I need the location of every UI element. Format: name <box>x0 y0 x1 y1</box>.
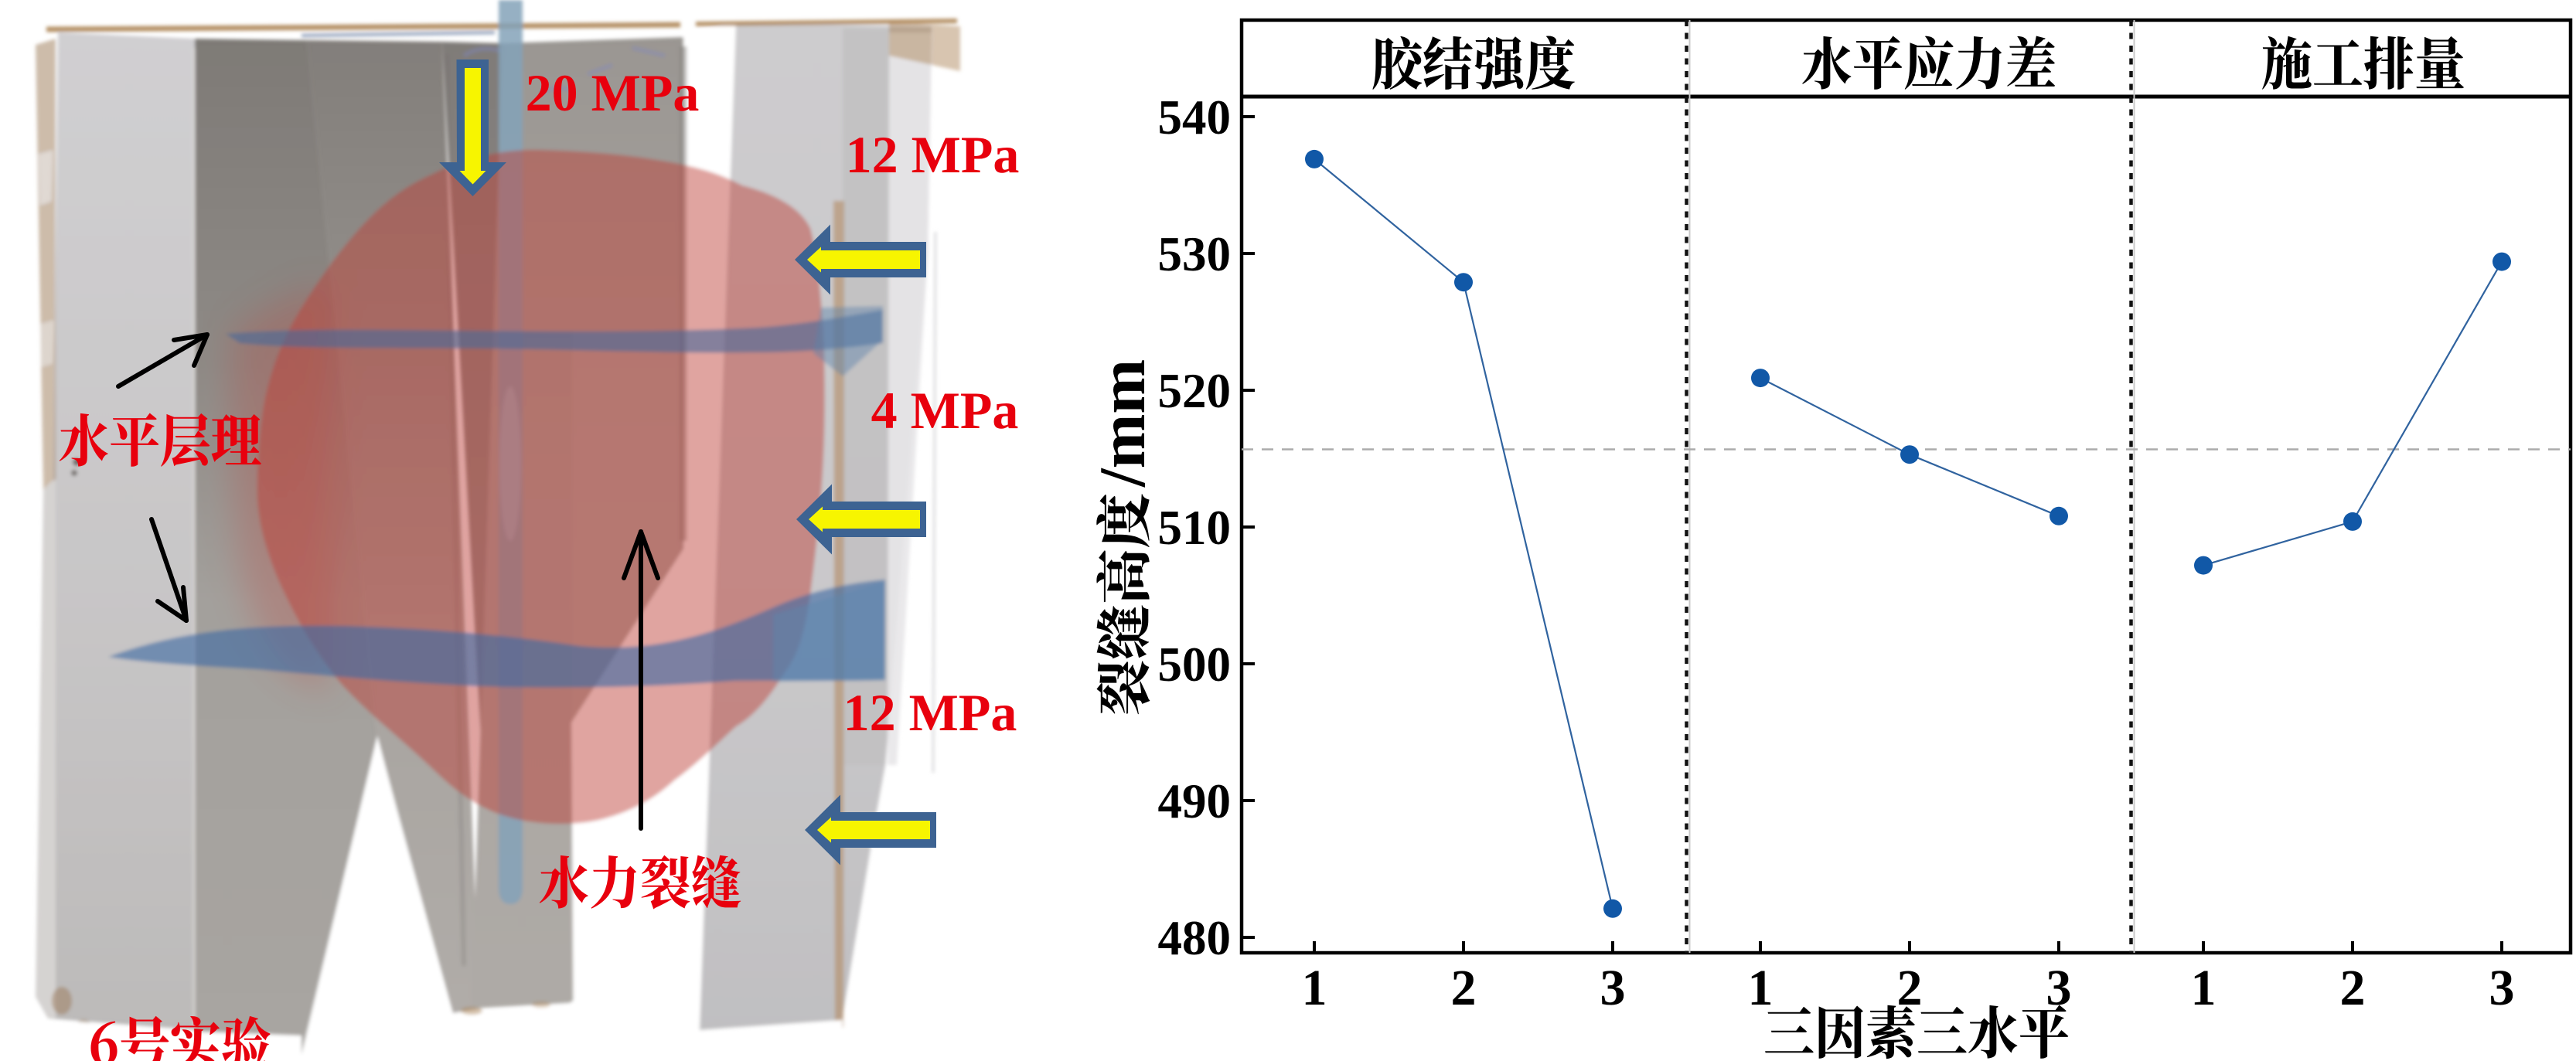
svg-text:2: 2 <box>2340 960 2366 1016</box>
svg-text:490: 490 <box>1158 774 1232 828</box>
svg-text:510: 510 <box>1158 501 1232 555</box>
svg-text:3: 3 <box>2489 960 2515 1016</box>
svg-text:12 MPa: 12 MPa <box>843 683 1017 742</box>
svg-text:1: 1 <box>2191 960 2217 1016</box>
svg-text:1: 1 <box>1748 960 1774 1016</box>
svg-text:2: 2 <box>1451 960 1477 1016</box>
svg-text:/mm: /mm <box>1086 359 1159 488</box>
svg-text:500: 500 <box>1158 638 1232 692</box>
svg-text:540: 540 <box>1158 90 1232 145</box>
svg-text:4 MPa: 4 MPa <box>871 381 1019 440</box>
svg-text:530: 530 <box>1158 227 1232 281</box>
svg-text:2: 2 <box>1897 960 1923 1016</box>
svg-text:12 MPa: 12 MPa <box>846 125 1020 184</box>
svg-text:3: 3 <box>1600 960 1626 1016</box>
svg-text:520: 520 <box>1158 364 1232 418</box>
svg-text:480: 480 <box>1158 911 1232 965</box>
svg-text:20 MPa: 20 MPa <box>526 63 700 122</box>
svg-text:1: 1 <box>1302 960 1327 1016</box>
